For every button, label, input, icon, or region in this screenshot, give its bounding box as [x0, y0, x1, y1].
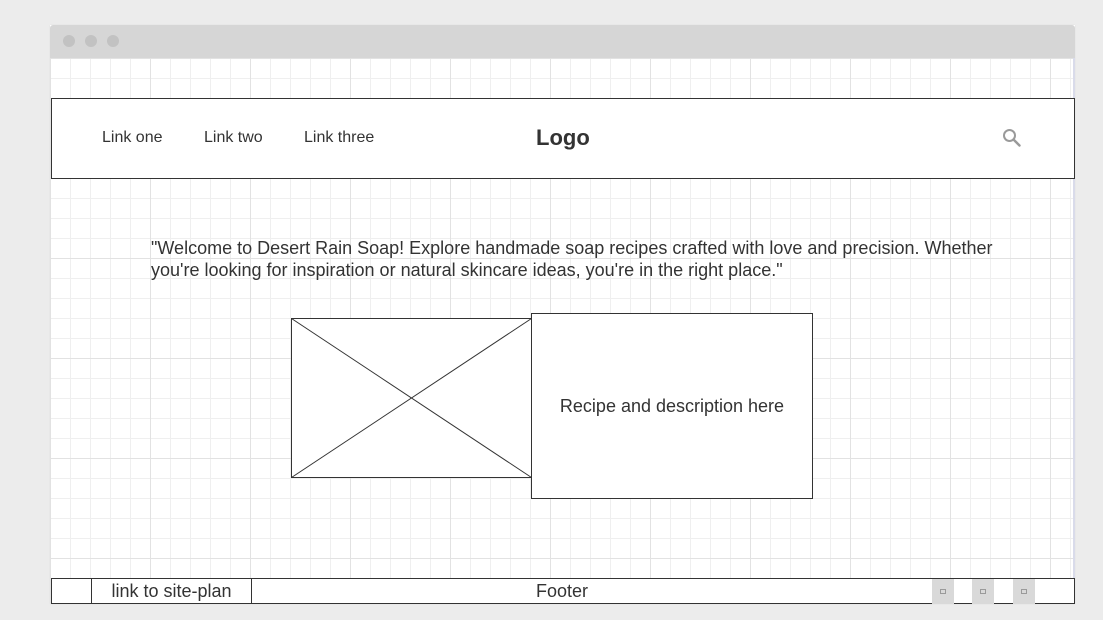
window-maximize-dot[interactable]	[107, 35, 119, 47]
social-icon-2[interactable]	[972, 579, 994, 604]
footer-label: Footer	[536, 581, 589, 601]
site-logo[interactable]: Logo	[536, 125, 590, 150]
window-minimize-dot[interactable]	[85, 35, 97, 47]
vertical-scrollbar[interactable]	[1073, 58, 1075, 604]
site-plan-link[interactable]: link to site-plan	[92, 579, 252, 603]
site-header: Link one Link two Link three Logo	[51, 98, 1075, 179]
nav-link-one[interactable]: Link one	[102, 129, 163, 146]
site-footer: link to site-plan Footer	[51, 578, 1075, 604]
image-placeholder-icon	[291, 318, 532, 478]
browser-window: Link one Link two Link three Logo "Welco…	[50, 25, 1075, 604]
recipe-description-text: Recipe and description here	[559, 395, 785, 416]
window-close-dot[interactable]	[63, 35, 75, 47]
search-icon[interactable]	[1002, 128, 1022, 148]
social-icon-1[interactable]	[932, 579, 954, 604]
footer-empty-cell	[52, 579, 92, 603]
window-titlebar	[50, 25, 1075, 58]
recipe-description-box: Recipe and description here	[531, 313, 813, 499]
nav-link-two[interactable]: Link two	[204, 129, 263, 146]
nav-link-three[interactable]: Link three	[304, 129, 375, 146]
social-icon-3[interactable]	[1013, 579, 1035, 604]
welcome-text: "Welcome to Desert Rain Soap! Explore ha…	[151, 238, 993, 280]
